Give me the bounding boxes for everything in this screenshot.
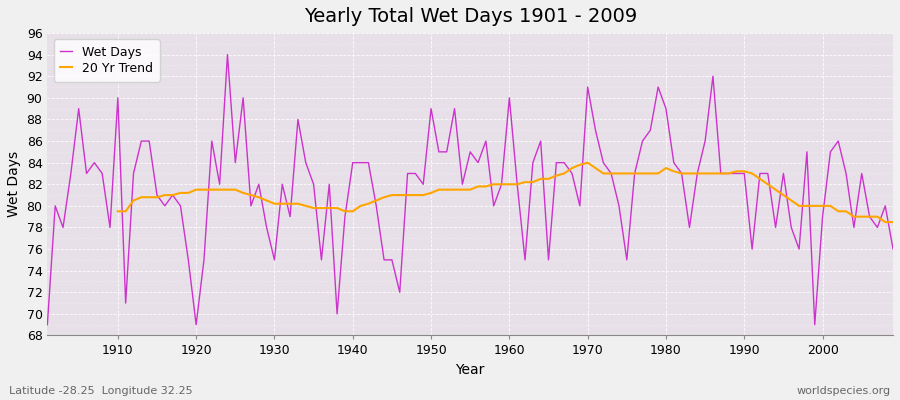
20 Yr Trend	[574, 162, 585, 167]
20 Yr Trend	[292, 201, 303, 206]
Text: Latitude -28.25  Longitude 32.25: Latitude -28.25 Longitude 32.25	[9, 386, 193, 396]
Wet Days	[42, 322, 53, 327]
Wet Days	[104, 225, 115, 230]
Wet Days	[222, 52, 233, 57]
Line: 20 Yr Trend: 20 Yr Trend	[118, 163, 893, 222]
20 Yr Trend	[512, 182, 523, 187]
X-axis label: Year: Year	[455, 363, 485, 377]
Wet Days	[512, 182, 523, 187]
Wet Days	[332, 312, 343, 316]
20 Yr Trend	[880, 220, 891, 224]
Title: Yearly Total Wet Days 1901 - 2009: Yearly Total Wet Days 1901 - 2009	[303, 7, 637, 26]
20 Yr Trend	[112, 209, 123, 214]
20 Yr Trend	[582, 160, 593, 165]
20 Yr Trend	[856, 214, 867, 219]
Text: worldspecies.org: worldspecies.org	[796, 386, 891, 396]
20 Yr Trend	[832, 209, 843, 214]
Wet Days	[887, 247, 898, 252]
Wet Days	[284, 214, 295, 219]
Y-axis label: Wet Days: Wet Days	[7, 151, 21, 217]
Wet Days	[606, 171, 616, 176]
Line: Wet Days: Wet Days	[48, 55, 893, 325]
20 Yr Trend	[887, 220, 898, 224]
20 Yr Trend	[261, 198, 272, 203]
Legend: Wet Days, 20 Yr Trend: Wet Days, 20 Yr Trend	[54, 39, 159, 82]
Wet Days	[504, 96, 515, 100]
